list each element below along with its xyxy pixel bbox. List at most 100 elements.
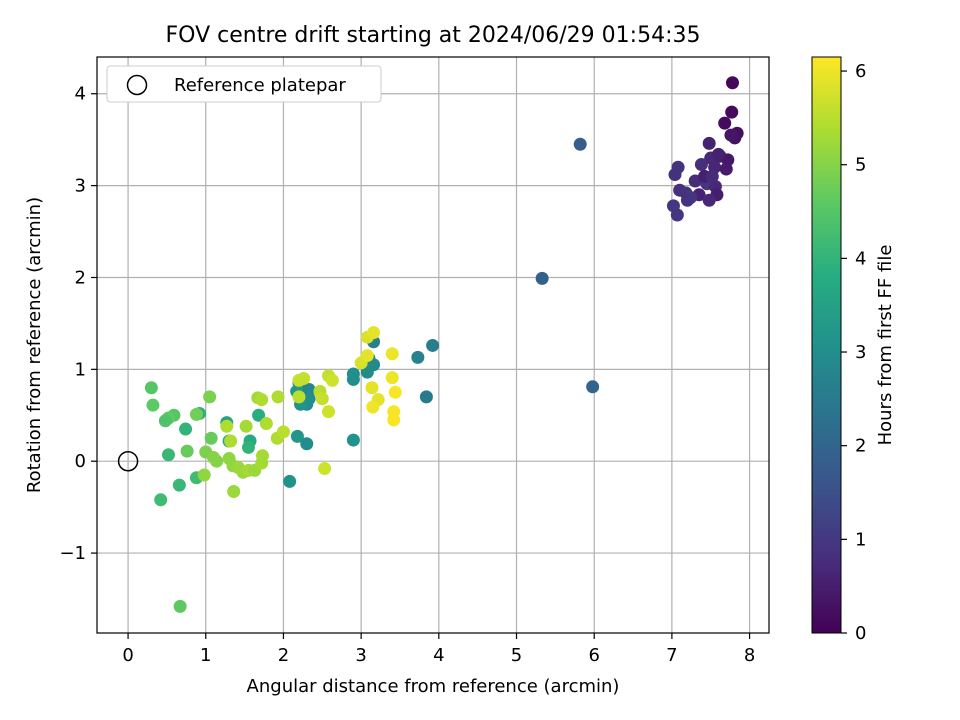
- data-point-63: [144, 381, 158, 395]
- data-point-31: [535, 271, 549, 285]
- data-point-101: [325, 373, 339, 387]
- data-point-49: [290, 429, 304, 443]
- reference-marker: [117, 450, 139, 472]
- data-point-50: [300, 437, 314, 451]
- colorbar-tick-label-2: 2: [855, 436, 866, 457]
- data-point-29: [705, 169, 719, 183]
- x-tick-label-5: 5: [511, 645, 522, 666]
- data-point-71: [189, 407, 203, 421]
- data-point-102: [322, 405, 336, 419]
- data-point-75: [210, 454, 224, 468]
- data-point-1: [725, 105, 739, 119]
- data-point-32: [586, 380, 600, 394]
- data-point-105: [367, 326, 381, 340]
- colorbar-gradient: [811, 56, 842, 634]
- data-point-94: [276, 425, 290, 439]
- colorbar-label: Hours from first FF file: [875, 245, 896, 446]
- data-point-57: [179, 422, 193, 436]
- data-point-5: [724, 128, 738, 142]
- y-axis-label: Rotation from reference (arcmin): [24, 197, 45, 493]
- colorbar-tick-label-0: 0: [855, 623, 866, 644]
- data-point-28: [712, 147, 726, 161]
- data-point-14: [668, 168, 682, 182]
- y-tick-label-0: −1: [59, 543, 86, 564]
- data-point-58: [161, 448, 175, 462]
- data-point-62: [241, 440, 255, 454]
- data-point-95: [292, 390, 306, 404]
- x-tick-label-1: 1: [200, 645, 211, 666]
- data-point-0: [725, 76, 739, 90]
- data-point-78: [227, 485, 241, 499]
- data-point-30: [573, 137, 587, 151]
- data-point-111: [385, 347, 399, 361]
- data-point-97: [297, 372, 311, 386]
- data-point-23: [680, 193, 694, 207]
- data-point-34: [411, 350, 425, 364]
- data-point-6: [702, 136, 716, 150]
- data-point-59: [154, 493, 168, 507]
- legend: Reference platepar: [106, 65, 382, 103]
- data-points: [144, 76, 744, 613]
- colorbar-tick-label-4: 4: [855, 248, 866, 269]
- data-point-85: [255, 449, 269, 463]
- x-tick-label-2: 2: [278, 645, 289, 666]
- data-point-107: [360, 349, 374, 363]
- data-point-115: [387, 413, 401, 427]
- data-point-76: [197, 468, 211, 482]
- colorbar-tick-label-6: 6: [855, 61, 866, 82]
- x-tick-label-4: 4: [433, 645, 444, 666]
- chart-title: FOV centre drift starting at 2024/06/29 …: [166, 23, 701, 48]
- data-point-110: [366, 400, 380, 414]
- data-point-87: [224, 434, 238, 448]
- data-point-70: [204, 431, 218, 445]
- data-point-12: [719, 162, 733, 176]
- legend-box: [106, 65, 382, 103]
- data-point-69: [173, 599, 187, 613]
- data-point-108: [365, 381, 379, 395]
- y-axis-ticks: −1 0 1 2 3 4: [59, 84, 97, 564]
- x-axis-label: Angular distance from reference (arcmin): [247, 676, 620, 697]
- data-point-113: [388, 385, 402, 399]
- y-tick-label-2: 1: [75, 359, 86, 380]
- data-point-67: [158, 414, 172, 428]
- x-tick-label-0: 0: [122, 645, 133, 666]
- data-point-24: [702, 193, 716, 207]
- y-tick-label-1: 0: [75, 451, 86, 472]
- data-point-33: [426, 338, 440, 352]
- x-tick-label-7: 7: [666, 645, 677, 666]
- data-point-68: [180, 444, 194, 458]
- colorbar-tick-label-5: 5: [855, 155, 866, 176]
- data-point-2: [718, 116, 732, 130]
- data-point-91: [255, 393, 269, 407]
- y-tick-label-5: 4: [75, 84, 86, 105]
- x-tick-label-3: 3: [355, 645, 366, 666]
- colorbar-tick-label-3: 3: [855, 342, 866, 363]
- data-point-51: [283, 474, 297, 488]
- data-point-60: [172, 478, 186, 492]
- data-point-103: [318, 462, 332, 476]
- data-point-99: [315, 392, 329, 406]
- colorbar: 0 1 2 3 4 5 6 Hours from first FF file: [811, 56, 896, 644]
- data-point-26: [670, 208, 684, 222]
- data-point-89: [259, 417, 273, 431]
- x-tick-label-8: 8: [744, 645, 755, 666]
- colorbar-ticks: 0 1 2 3 4 5 6: [841, 61, 866, 644]
- y-tick-label-4: 3: [75, 176, 86, 197]
- legend-label: Reference platepar: [174, 75, 346, 96]
- y-tick-label-3: 2: [75, 267, 86, 288]
- data-point-35: [419, 390, 433, 404]
- data-point-42: [346, 433, 360, 447]
- data-point-41: [346, 372, 360, 386]
- x-tick-label-6: 6: [588, 645, 599, 666]
- plot-frame: [96, 56, 770, 634]
- colorbar-tick-label-1: 1: [855, 529, 866, 550]
- data-point-55: [252, 408, 266, 422]
- data-point-39: [360, 365, 374, 379]
- x-axis-ticks: 0 1 2 3 4 5 6 7 8: [122, 633, 755, 666]
- data-point-10: [694, 157, 708, 171]
- data-point-92: [271, 390, 285, 404]
- data-point-88: [220, 419, 234, 433]
- data-point-72: [203, 390, 217, 404]
- legend-marker-icon: [126, 74, 148, 96]
